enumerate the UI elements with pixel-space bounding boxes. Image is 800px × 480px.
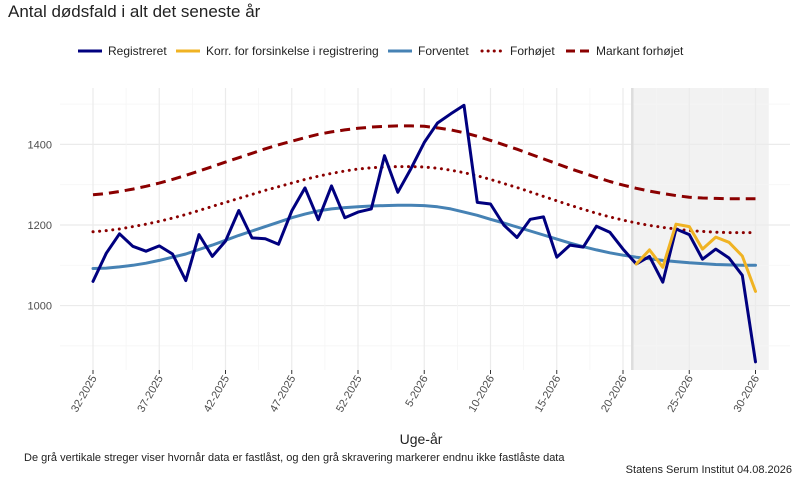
legend-swatch-markant xyxy=(566,49,590,53)
x-tick-label: 32-2025 xyxy=(69,374,100,415)
series-line-registreret xyxy=(91,103,757,364)
legend-item-registreret: Registreret xyxy=(78,40,167,62)
legend-item-forventet: Forventet xyxy=(388,40,469,62)
x-tick-label: 15-2026 xyxy=(533,374,564,415)
x-tick-label: 37-2025 xyxy=(135,374,166,415)
legend-item-forhojet: Forhøjet xyxy=(480,40,555,62)
legend-label-forventet: Forventet xyxy=(418,44,469,58)
legend-swatch-forhojet xyxy=(480,49,504,53)
chart-caption: De grå vertikale streger viser hvornår d… xyxy=(24,452,565,464)
legend-item-markant: Markant forhøjet xyxy=(566,40,683,62)
legend-label-forhojet: Forhøjet xyxy=(510,44,555,58)
x-tick-label: 30-2026 xyxy=(732,374,763,415)
series-line-forhøjet xyxy=(91,165,757,235)
legend-label-korrigeret: Korr. for forsinkelse i registrering xyxy=(206,44,379,58)
legend-label-registreret: Registreret xyxy=(108,44,167,58)
legend-swatch-forventet xyxy=(388,49,412,53)
series-line-markant-forhøjet xyxy=(92,124,756,201)
series-line-korr-for-forsinkelse-i-registrering xyxy=(634,222,757,293)
legend: Registreret Korr. for forsinkelse i regi… xyxy=(0,40,800,62)
y-tick-label: 1200 xyxy=(28,220,52,232)
x-tick-label: 47-2025 xyxy=(268,374,299,415)
x-axis-label: Uge-år xyxy=(400,431,443,447)
y-tick-label: 1400 xyxy=(28,139,52,151)
y-tick-label: 1000 xyxy=(28,301,52,313)
legend-label-markant: Markant forhøjet xyxy=(596,44,684,58)
legend-swatch-korrigeret xyxy=(176,49,200,53)
x-tick-label: 5-2026 xyxy=(403,374,431,410)
legend-swatch-registreret xyxy=(78,49,102,53)
shaded-region xyxy=(632,88,769,370)
x-tick-label: 52-2025 xyxy=(334,374,365,415)
x-tick-label: 20-2026 xyxy=(599,374,630,415)
x-tick-label: 42-2025 xyxy=(202,374,233,415)
legend-item-korrigeret: Korr. for forsinkelse i registrering xyxy=(176,40,379,62)
x-tick-label: 25-2026 xyxy=(665,374,696,415)
x-tick-label: 10-2026 xyxy=(467,374,498,415)
chart-title: Antal dødsfald i alt det seneste år xyxy=(8,2,261,21)
source-note: Statens Serum Institut 04.08.2026 xyxy=(625,464,792,476)
